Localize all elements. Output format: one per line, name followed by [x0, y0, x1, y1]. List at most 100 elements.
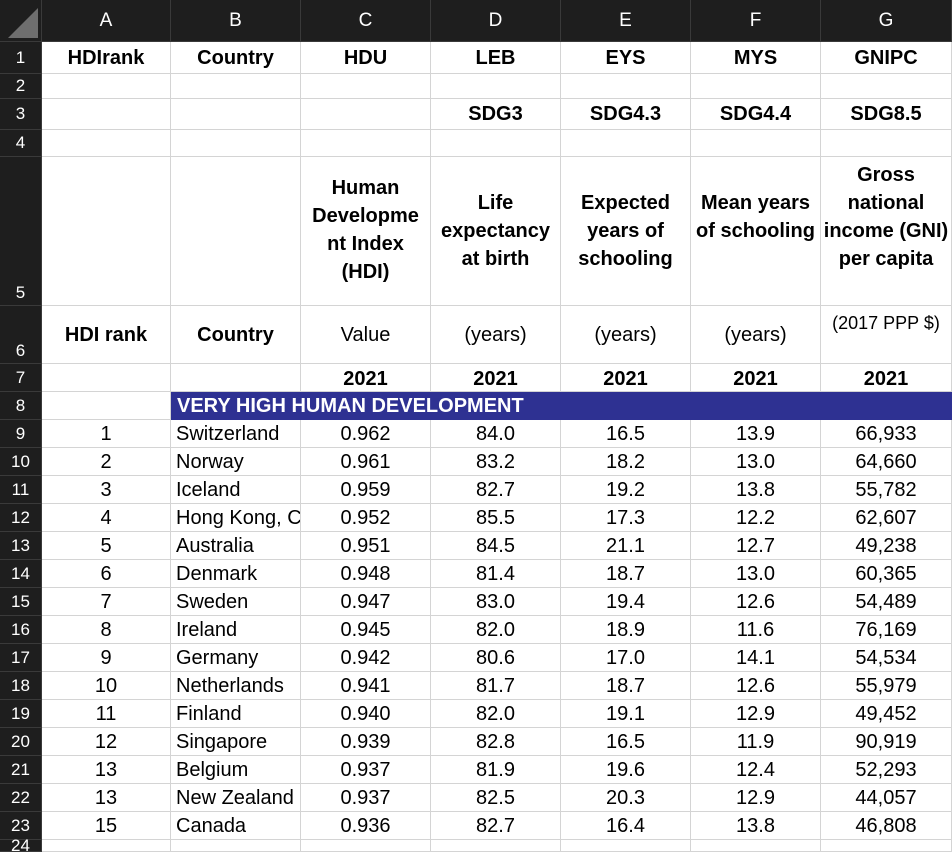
cell-b24[interactable] — [171, 840, 301, 852]
column-header-e[interactable]: E — [561, 0, 691, 42]
data-cell-country[interactable]: New Zealand — [171, 784, 301, 812]
cell-b5[interactable] — [171, 157, 301, 306]
data-cell-leb[interactable]: 84.5 — [431, 532, 561, 560]
cell-a4[interactable] — [42, 130, 171, 157]
row-header-13[interactable]: 13 — [0, 532, 42, 560]
data-cell-gni[interactable]: 46,808 — [821, 812, 952, 840]
indicator-title-f[interactable]: Mean years of schooling — [691, 157, 821, 306]
data-cell-eys[interactable]: 18.2 — [561, 448, 691, 476]
data-cell-country[interactable]: Australia — [171, 532, 301, 560]
data-cell-mys[interactable]: 13.9 — [691, 420, 821, 448]
data-cell-gni[interactable]: 90,919 — [821, 728, 952, 756]
data-cell-mys[interactable]: 13.0 — [691, 448, 821, 476]
data-cell-country[interactable]: Netherlands — [171, 672, 301, 700]
cell-c3[interactable] — [301, 99, 431, 130]
data-cell-rank[interactable]: 10 — [42, 672, 171, 700]
data-cell-eys[interactable]: 19.2 — [561, 476, 691, 504]
row-header-9[interactable]: 9 — [0, 420, 42, 448]
data-cell-eys[interactable]: 19.6 — [561, 756, 691, 784]
row-header-11[interactable]: 11 — [0, 476, 42, 504]
data-cell-country[interactable]: Germany — [171, 644, 301, 672]
cell-b7[interactable] — [171, 364, 301, 392]
data-cell-leb[interactable]: 81.7 — [431, 672, 561, 700]
cell-c4[interactable] — [301, 130, 431, 157]
data-cell-hdi[interactable]: 0.962 — [301, 420, 431, 448]
data-cell-mys[interactable]: 12.6 — [691, 672, 821, 700]
data-cell-leb[interactable]: 82.8 — [431, 728, 561, 756]
year-g[interactable]: 2021 — [821, 364, 952, 392]
data-cell-rank[interactable]: 3 — [42, 476, 171, 504]
data-cell-hdi[interactable]: 0.937 — [301, 756, 431, 784]
data-cell-gni[interactable]: 55,979 — [821, 672, 952, 700]
data-cell-gni[interactable]: 52,293 — [821, 756, 952, 784]
cell-a2[interactable] — [42, 74, 171, 99]
data-cell-mys[interactable]: 11.6 — [691, 616, 821, 644]
row-header-18[interactable]: 18 — [0, 672, 42, 700]
indicator-title-c[interactable]: Human Developme nt Index (HDI) — [301, 157, 431, 306]
data-cell-mys[interactable]: 12.7 — [691, 532, 821, 560]
cell-a3[interactable] — [42, 99, 171, 130]
data-cell-mys[interactable]: 12.4 — [691, 756, 821, 784]
data-cell-rank[interactable]: 7 — [42, 588, 171, 616]
cell-c2[interactable] — [301, 74, 431, 99]
year-e[interactable]: 2021 — [561, 364, 691, 392]
data-cell-leb[interactable]: 81.9 — [431, 756, 561, 784]
data-cell-eys[interactable]: 17.0 — [561, 644, 691, 672]
data-cell-mys[interactable]: 14.1 — [691, 644, 821, 672]
data-cell-country[interactable]: Belgium — [171, 756, 301, 784]
data-cell-eys[interactable]: 19.4 — [561, 588, 691, 616]
cell-e4[interactable] — [561, 130, 691, 157]
header-code-d[interactable]: LEB — [431, 42, 561, 74]
data-cell-eys[interactable]: 19.1 — [561, 700, 691, 728]
data-cell-rank[interactable]: 4 — [42, 504, 171, 532]
data-cell-hdi[interactable]: 0.959 — [301, 476, 431, 504]
cell-d2[interactable] — [431, 74, 561, 99]
row-header-22[interactable]: 22 — [0, 784, 42, 812]
row-header-20[interactable]: 20 — [0, 728, 42, 756]
section-band-very-high[interactable]: VERY HIGH HUMAN DEVELOPMENT — [171, 392, 952, 420]
cell-a24[interactable] — [42, 840, 171, 852]
data-cell-gni[interactable]: 60,365 — [821, 560, 952, 588]
data-cell-rank[interactable]: 13 — [42, 756, 171, 784]
data-cell-gni[interactable]: 64,660 — [821, 448, 952, 476]
cell-b3[interactable] — [171, 99, 301, 130]
data-cell-rank[interactable]: 13 — [42, 784, 171, 812]
row-header-14[interactable]: 14 — [0, 560, 42, 588]
data-cell-hdi[interactable]: 0.945 — [301, 616, 431, 644]
row-header-15[interactable]: 15 — [0, 588, 42, 616]
row-header-4[interactable]: 4 — [0, 130, 42, 157]
indicator-title-e[interactable]: Expected years of schooling — [561, 157, 691, 306]
cell-a7[interactable] — [42, 364, 171, 392]
data-cell-hdi[interactable]: 0.961 — [301, 448, 431, 476]
row-header-23[interactable]: 23 — [0, 812, 42, 840]
data-cell-hdi[interactable]: 0.937 — [301, 784, 431, 812]
cell-f24[interactable] — [691, 840, 821, 852]
data-cell-country[interactable]: Canada — [171, 812, 301, 840]
data-cell-country[interactable]: Sweden — [171, 588, 301, 616]
data-cell-hdi[interactable]: 0.942 — [301, 644, 431, 672]
data-cell-rank[interactable]: 8 — [42, 616, 171, 644]
data-cell-mys[interactable]: 11.9 — [691, 728, 821, 756]
header-code-b[interactable]: Country — [171, 42, 301, 74]
data-cell-leb[interactable]: 83.0 — [431, 588, 561, 616]
sdg-label-f[interactable]: SDG4.4 — [691, 99, 821, 130]
header-code-g[interactable]: GNIPC — [821, 42, 952, 74]
year-d[interactable]: 2021 — [431, 364, 561, 392]
data-cell-eys[interactable]: 16.5 — [561, 728, 691, 756]
header-code-f[interactable]: MYS — [691, 42, 821, 74]
header-code-e[interactable]: EYS — [561, 42, 691, 74]
cell-d24[interactable] — [431, 840, 561, 852]
cell-d4[interactable] — [431, 130, 561, 157]
row-header-12[interactable]: 12 — [0, 504, 42, 532]
cell-c24[interactable] — [301, 840, 431, 852]
header-hdi-rank[interactable]: HDI rank — [42, 306, 171, 364]
column-header-g[interactable]: G — [821, 0, 952, 42]
data-cell-rank[interactable]: 12 — [42, 728, 171, 756]
data-cell-gni[interactable]: 49,238 — [821, 532, 952, 560]
data-cell-rank[interactable]: 15 — [42, 812, 171, 840]
data-cell-gni[interactable]: 62,607 — [821, 504, 952, 532]
data-cell-eys[interactable]: 18.7 — [561, 672, 691, 700]
data-cell-gni[interactable]: 54,534 — [821, 644, 952, 672]
column-header-f[interactable]: F — [691, 0, 821, 42]
unit-c[interactable]: Value — [301, 306, 431, 364]
